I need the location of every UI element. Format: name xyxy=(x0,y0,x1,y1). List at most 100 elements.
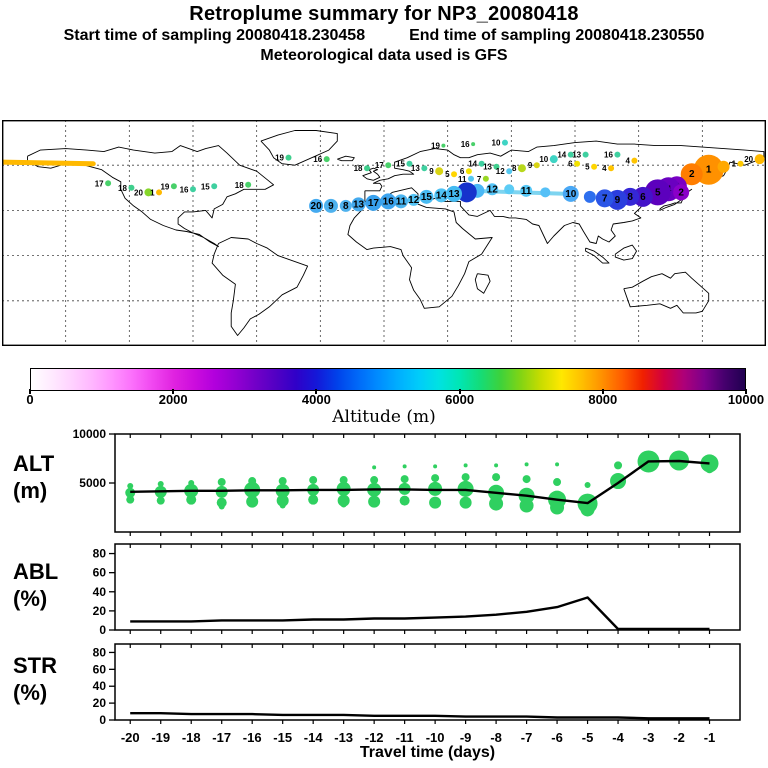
altitude-bubble xyxy=(550,500,565,515)
plume-point xyxy=(451,171,458,178)
plume-point xyxy=(323,198,338,213)
end-time-label: End time of sampling 20080418.230550 xyxy=(409,27,705,44)
x-tick-label: -7 xyxy=(521,730,533,745)
panel-str: 0 20 40 60 80 xyxy=(93,643,741,727)
plume-day-label: 1 xyxy=(706,165,712,176)
plume-day-label: 9 xyxy=(429,167,434,176)
altitude-bubble xyxy=(463,463,468,468)
plume-day-label: 16 xyxy=(461,140,470,149)
plume-point xyxy=(421,165,428,172)
plume-day-label: 18 xyxy=(118,184,127,193)
altitude-bubble xyxy=(431,474,440,483)
plume-day-label: 10 xyxy=(539,155,548,164)
plume-point xyxy=(309,198,324,213)
plume-day-label: 16 xyxy=(604,151,613,160)
plume-day-label: 7 xyxy=(477,175,482,184)
plume-point xyxy=(533,162,540,169)
panel-border xyxy=(114,643,741,721)
plume-point xyxy=(717,160,730,173)
plume-layer: 1220134526897101112131415121116171389201… xyxy=(2,139,765,213)
plume-point xyxy=(517,164,526,173)
plume-point xyxy=(419,189,434,204)
altitude-bubble xyxy=(522,475,531,484)
altitude-bubble xyxy=(156,496,165,505)
y-tick-label: 40 xyxy=(93,679,107,693)
x-axis-title: Travel time (days) xyxy=(359,744,496,761)
x-tick-label: -17 xyxy=(212,730,231,745)
altitude-bubble xyxy=(126,495,135,504)
plume-day-label: 15 xyxy=(396,160,405,169)
plume-day-label: 9 xyxy=(615,195,621,206)
x-tick-label: -4 xyxy=(612,730,624,745)
altitude-bubble xyxy=(553,478,562,487)
x-tick-label: -6 xyxy=(551,730,563,745)
plume-point xyxy=(406,160,413,167)
y-tick-label: 5000 xyxy=(79,476,106,490)
plume-point xyxy=(595,189,614,208)
x-tick-label: -14 xyxy=(304,730,324,745)
plume-day-label: 13 xyxy=(448,189,460,200)
plume-point xyxy=(465,168,472,175)
altitude-bubble xyxy=(433,464,438,469)
plume-day-label: 19 xyxy=(431,142,440,151)
colorbar-tick xyxy=(29,389,31,394)
plume-point xyxy=(468,175,475,182)
altitude-bubble xyxy=(278,477,287,486)
plume-point xyxy=(501,139,508,146)
plume-day-label: 4 xyxy=(602,164,607,173)
altitude-bubble xyxy=(157,480,164,487)
plume-point xyxy=(435,167,444,176)
altitude-bubble xyxy=(279,502,286,509)
plume-point xyxy=(608,165,615,172)
x-tick-label: -13 xyxy=(334,730,353,745)
plume-point xyxy=(365,194,382,211)
plume-point xyxy=(471,142,476,147)
colorbar-tick xyxy=(172,389,175,394)
plume-day-label: 18 xyxy=(235,181,244,190)
y-tick-label: 60 xyxy=(93,566,107,580)
altitude-bubble xyxy=(340,501,347,508)
altitude-bubble xyxy=(580,502,595,517)
plume-day-label: 19 xyxy=(160,182,169,191)
colorbar-tick-label: 2000 xyxy=(158,392,188,407)
altitude-bubble xyxy=(705,465,714,474)
abl-label-text: ABL xyxy=(13,559,59,584)
abl-unit-text: (%) xyxy=(13,586,48,611)
plume-day-label: 2 xyxy=(678,187,684,198)
plume-point xyxy=(385,162,392,169)
altitude-bubble xyxy=(489,496,504,511)
plume-day-label: 9 xyxy=(528,161,533,170)
x-tick-label: -19 xyxy=(151,730,170,745)
altitude-bubble xyxy=(494,463,499,468)
y-tick-label: 0 xyxy=(99,623,106,637)
colorbar-tick xyxy=(315,389,318,394)
plume-point xyxy=(540,187,551,198)
alt-unit-text: (m) xyxy=(13,478,48,503)
plume-day-label: 15 xyxy=(201,182,210,191)
plume-point xyxy=(680,163,703,186)
altitude-bubble xyxy=(372,465,377,470)
plume-track xyxy=(469,188,571,196)
altitude-bubble xyxy=(276,494,289,507)
plume-day-label: 6 xyxy=(568,160,573,169)
x-tick-label: -12 xyxy=(365,730,384,745)
x-tick-label: -1 xyxy=(704,730,716,745)
colorbar-tick-label: 10000 xyxy=(727,392,765,407)
altitude-bubble xyxy=(492,473,501,482)
x-tick-label: -8 xyxy=(490,730,502,745)
panel-border xyxy=(114,433,741,533)
plume-point xyxy=(393,194,408,209)
plume-day-label: 20 xyxy=(134,188,143,197)
plume-day-label: 18 xyxy=(354,164,363,173)
plume-point xyxy=(407,193,420,206)
plume-day-label: 8 xyxy=(512,164,517,173)
plume-day-label: 1 xyxy=(150,188,155,197)
map-gridlines xyxy=(2,120,766,346)
plume-point xyxy=(632,186,653,207)
plume-point xyxy=(446,185,463,202)
plume-point xyxy=(549,155,558,164)
colorbar-tick-label: 0 xyxy=(26,392,34,407)
colorbar-tick-label: 6000 xyxy=(445,392,475,407)
altitude-bubble xyxy=(459,496,472,509)
